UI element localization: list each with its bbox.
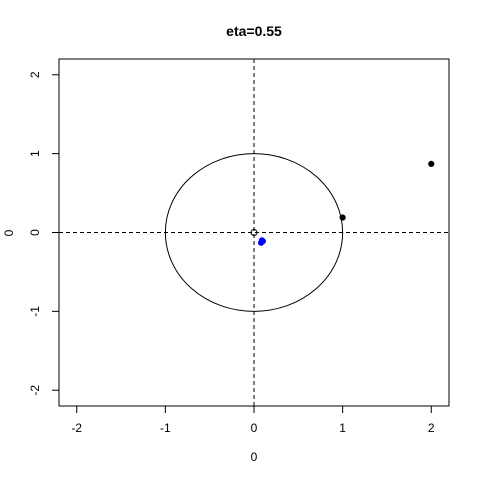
x-axis-label: 0	[251, 450, 258, 464]
x-tick-label: 2	[428, 421, 435, 435]
data-point-s0-p1	[339, 214, 346, 221]
y-axis-label: 0	[2, 229, 16, 236]
y-axis: -2 -1 0 1 2	[28, 71, 60, 396]
y-tick-label: 2	[28, 71, 42, 78]
x-tick-label: -1	[160, 421, 171, 435]
y-tick-label: -1	[28, 306, 42, 317]
x-tick-label: 1	[339, 421, 346, 435]
unit-circle	[164, 153, 344, 312]
data-point-s1-p2	[259, 238, 266, 245]
data-point-s0-p0	[428, 160, 435, 167]
x-tick-label: 0	[251, 421, 258, 435]
y-tick-label: 1	[28, 150, 42, 157]
y-tick-label: -2	[28, 385, 42, 396]
x-axis: -2 -1 0 1 2	[71, 405, 435, 435]
chart-title: eta=0.55	[226, 23, 282, 39]
y-tick-label: 0	[28, 229, 42, 236]
data-points	[250, 160, 435, 246]
x-tick-label: -2	[71, 421, 82, 435]
data-point-s2-p0	[250, 229, 258, 236]
reference-lines	[59, 59, 449, 406]
unit-circle-layer	[164, 153, 344, 312]
